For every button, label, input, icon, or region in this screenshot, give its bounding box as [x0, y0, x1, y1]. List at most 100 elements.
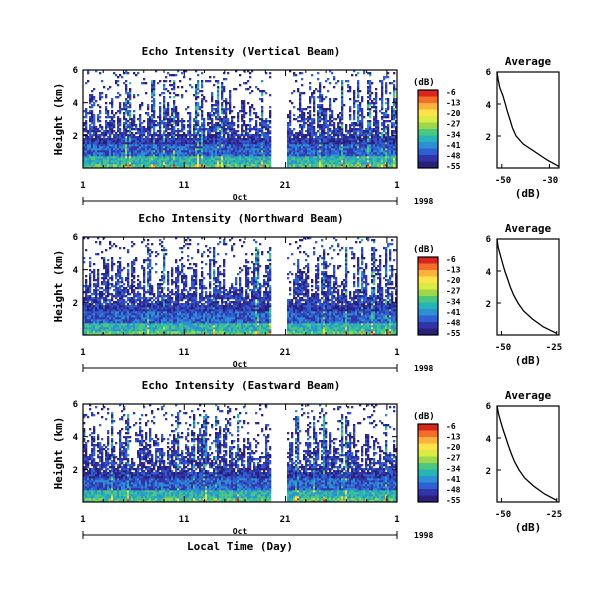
- heatmap-cell: [233, 124, 236, 127]
- heatmap-cell: [395, 110, 398, 113]
- heatmap-cell: [319, 86, 322, 89]
- heatmap-cell: [241, 164, 244, 167]
- heatmap-cell: [123, 164, 126, 167]
- heatmap-cell: [355, 100, 358, 103]
- heatmap-cell: [323, 144, 326, 147]
- heatmap-cell: [249, 112, 252, 115]
- heatmap-cell: [125, 309, 128, 312]
- heatmap-cell: [307, 164, 310, 167]
- heatmap-cell: [169, 166, 172, 169]
- heatmap-cell: [391, 160, 394, 163]
- heatmap-cell: [249, 152, 252, 155]
- heatmap-cell: [263, 144, 266, 147]
- heatmap-cell: [93, 96, 96, 99]
- heatmap-cell: [239, 148, 242, 151]
- heatmap-cell: [119, 132, 122, 135]
- heatmap-cell: [125, 88, 128, 91]
- heatmap-cell: [357, 162, 360, 165]
- heatmap-cell: [301, 92, 304, 95]
- heatmap-cell: [139, 140, 142, 143]
- heatmap-cell: [331, 164, 334, 167]
- heatmap-cell: [103, 150, 106, 153]
- heatmap-cell: [339, 148, 342, 151]
- heatmap-cell: [199, 146, 202, 149]
- heatmap-cell: [83, 144, 86, 147]
- heatmap-cell: [119, 273, 122, 276]
- heatmap-cell: [127, 275, 130, 278]
- heatmap-cell: [381, 148, 384, 151]
- heatmap-cell: [305, 148, 308, 151]
- heatmap-cell: [181, 148, 184, 151]
- heatmap-cell: [261, 114, 264, 117]
- heatmap-cell: [315, 152, 318, 155]
- heatmap-cell: [105, 297, 108, 300]
- heatmap-cell: [153, 124, 156, 127]
- heatmap-cell: [245, 160, 248, 163]
- heatmap-cell: [99, 92, 102, 95]
- heatmap-cell: [185, 138, 188, 141]
- heatmap-cell: [215, 140, 218, 143]
- heatmap-cell: [119, 152, 122, 155]
- heatmap-cell: [225, 160, 228, 163]
- heatmap-cell: [227, 136, 230, 139]
- heatmap-cell: [309, 112, 312, 115]
- heatmap-cell: [125, 70, 128, 73]
- heatmap-cell: [225, 154, 228, 157]
- heatmap-cell: [229, 110, 232, 113]
- heatmap-cell: [369, 158, 372, 161]
- heatmap-cell: [163, 140, 166, 143]
- heatmap-cell: [189, 160, 192, 163]
- heatmap-cell: [357, 144, 360, 147]
- heatmap-cell: [345, 160, 348, 163]
- heatmap-cell: [117, 122, 120, 125]
- heatmap-cell: [347, 156, 350, 159]
- heatmap-cell: [143, 120, 146, 123]
- heatmap-cell: [131, 158, 134, 161]
- heatmap-cell: [333, 126, 336, 129]
- heatmap-cell: [113, 305, 116, 308]
- heatmap-cell: [311, 128, 314, 131]
- heatmap-cell: [131, 154, 134, 157]
- heatmap-cell: [255, 134, 258, 137]
- heatmap-cell: [201, 102, 204, 105]
- heatmap-cell: [155, 140, 158, 143]
- heatmap-cell: [125, 140, 128, 143]
- heatmap-cell: [289, 146, 292, 149]
- heatmap-cell: [119, 124, 122, 127]
- heatmap-cell: [97, 136, 100, 139]
- heatmap-cell: [265, 120, 268, 123]
- heatmap-cell: [129, 96, 132, 99]
- heatmap-cell: [303, 142, 306, 145]
- heatmap-cell: [381, 160, 384, 163]
- heatmap-cell: [91, 146, 94, 149]
- heatmap-cell: [171, 142, 174, 145]
- heatmap-cell: [183, 138, 186, 141]
- heatmap-cell: [341, 90, 344, 93]
- heatmap-cell: [385, 136, 388, 139]
- heatmap-cell: [261, 166, 264, 169]
- heatmap-cell: [339, 116, 342, 119]
- heatmap-cell: [395, 136, 398, 139]
- heatmap-cell: [127, 106, 130, 109]
- heatmap-cell: [321, 158, 324, 161]
- heatmap-cell: [193, 118, 196, 121]
- heatmap-cell: [221, 132, 224, 135]
- heatmap-cell: [325, 118, 328, 121]
- heatmap-cell: [357, 148, 360, 151]
- heatmap-cell: [167, 138, 170, 141]
- heatmap-cell: [105, 154, 108, 157]
- heatmap-cell: [101, 138, 104, 141]
- heatmap-cell: [245, 112, 248, 115]
- heatmap-cell: [89, 309, 92, 312]
- heatmap-cell: [309, 100, 312, 103]
- heatmap-cell: [263, 142, 266, 145]
- heatmap-cell: [353, 164, 356, 167]
- heatmap-cell: [375, 128, 378, 131]
- heatmap-cell: [375, 108, 378, 111]
- x-tick-label: 1: [80, 181, 85, 191]
- heatmap-cell: [157, 158, 160, 161]
- heatmap-cell: [359, 110, 362, 113]
- heatmap-cell: [189, 152, 192, 155]
- heatmap-cell: [107, 142, 110, 145]
- heatmap-cell: [385, 152, 388, 155]
